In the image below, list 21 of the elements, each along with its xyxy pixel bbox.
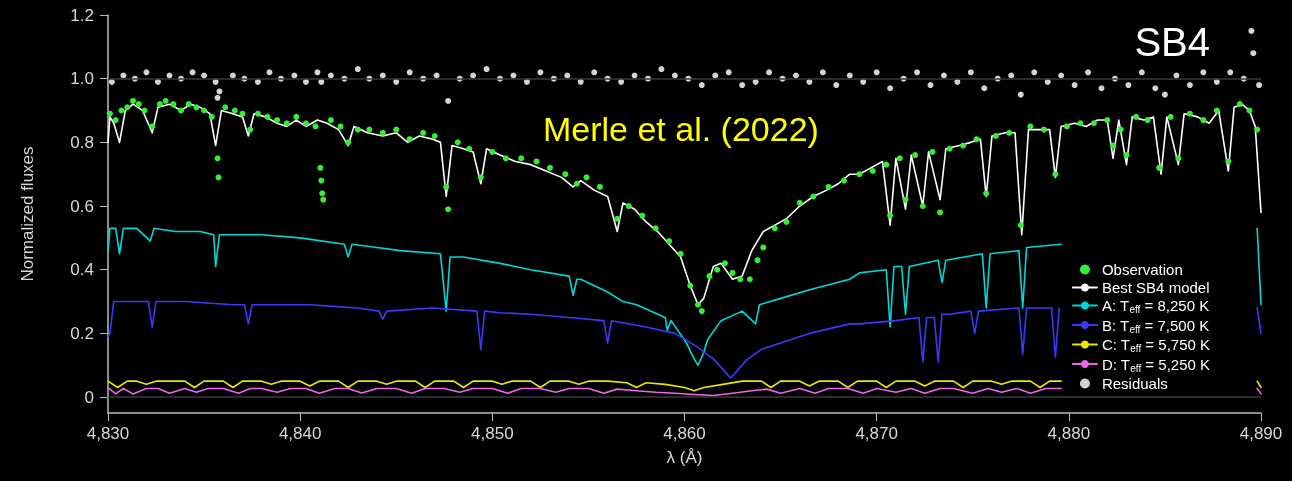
- legend-label: Best SB4 model: [1101, 279, 1210, 296]
- legend-label: Observation: [1101, 261, 1183, 278]
- y-tick-label: 1.0: [70, 69, 94, 89]
- y-axis-title: Normalized fluxes: [18, 146, 37, 282]
- y-tick-label: 0.2: [70, 323, 94, 343]
- x-tick-label: 4,890: [1239, 424, 1283, 443]
- y-tick-label: 0.4: [70, 260, 94, 280]
- annotation: SB4: [1134, 20, 1210, 64]
- y-tick-label: 0.8: [70, 132, 94, 152]
- x-tick-label: 4,840: [278, 424, 322, 443]
- x-tick-label: 4,870: [855, 424, 898, 443]
- annotation: Merle et al. (2022): [543, 110, 819, 148]
- y-tick-label: 1.2: [70, 5, 94, 25]
- y-tick-label: 0.6: [70, 196, 94, 216]
- x-tick-label: 4,880: [1047, 424, 1091, 443]
- x-axis-title: λ (Å): [666, 448, 703, 467]
- x-tick-label: 4,860: [663, 424, 706, 443]
- y-tick-label: 0: [84, 387, 94, 407]
- x-tick-label: 4,830: [86, 424, 130, 443]
- legend-label: Residuals: [1101, 375, 1168, 392]
- x-tick-label: 4,850: [471, 424, 514, 443]
